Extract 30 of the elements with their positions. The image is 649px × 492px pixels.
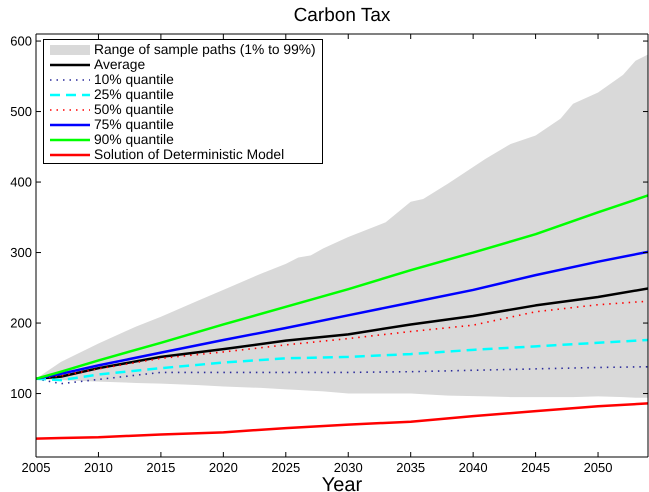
x-tick-label: 2015 bbox=[146, 460, 176, 476]
y-tick-label: 300 bbox=[10, 245, 32, 260]
x-tick-label: 2040 bbox=[458, 460, 488, 476]
legend-label: Average bbox=[94, 57, 146, 72]
x-tick-label: 2020 bbox=[208, 460, 238, 476]
legend-label: 75% quantile bbox=[94, 117, 174, 132]
x-tick-label: 2005 bbox=[22, 460, 50, 476]
line-series bbox=[36, 338, 648, 382]
legend-label: 90% quantile bbox=[94, 132, 174, 147]
y-tick-label: 600 bbox=[10, 34, 32, 49]
line-series bbox=[36, 402, 648, 440]
legend-label: 50% quantile bbox=[94, 102, 174, 117]
line-series bbox=[36, 250, 648, 380]
y-tick-label: 500 bbox=[10, 104, 32, 120]
x-tick-label: 2010 bbox=[84, 460, 113, 476]
x-tick-label: 2025 bbox=[271, 460, 300, 476]
y-tick-label: 200 bbox=[10, 316, 32, 331]
legend-label: Range of sample paths (1% to 99%) bbox=[94, 42, 316, 57]
legend-label: 10% quantile bbox=[94, 72, 174, 87]
legend-label: 25% quantile bbox=[94, 87, 174, 102]
chart-title: Carbon Tax bbox=[292, 5, 392, 27]
line-series bbox=[36, 194, 648, 380]
x-tick-label: 2045 bbox=[521, 460, 550, 476]
y-tick-label: 100 bbox=[10, 386, 32, 402]
x-tick-label: 2035 bbox=[396, 460, 426, 476]
x-axis-title: Year bbox=[322, 474, 363, 492]
legend-label: Solution of Deterministic Model bbox=[94, 147, 284, 162]
x-tick-label: 2030 bbox=[334, 460, 363, 476]
y-tick-label: 400 bbox=[10, 174, 32, 190]
x-tick-label: 2050 bbox=[584, 460, 612, 476]
